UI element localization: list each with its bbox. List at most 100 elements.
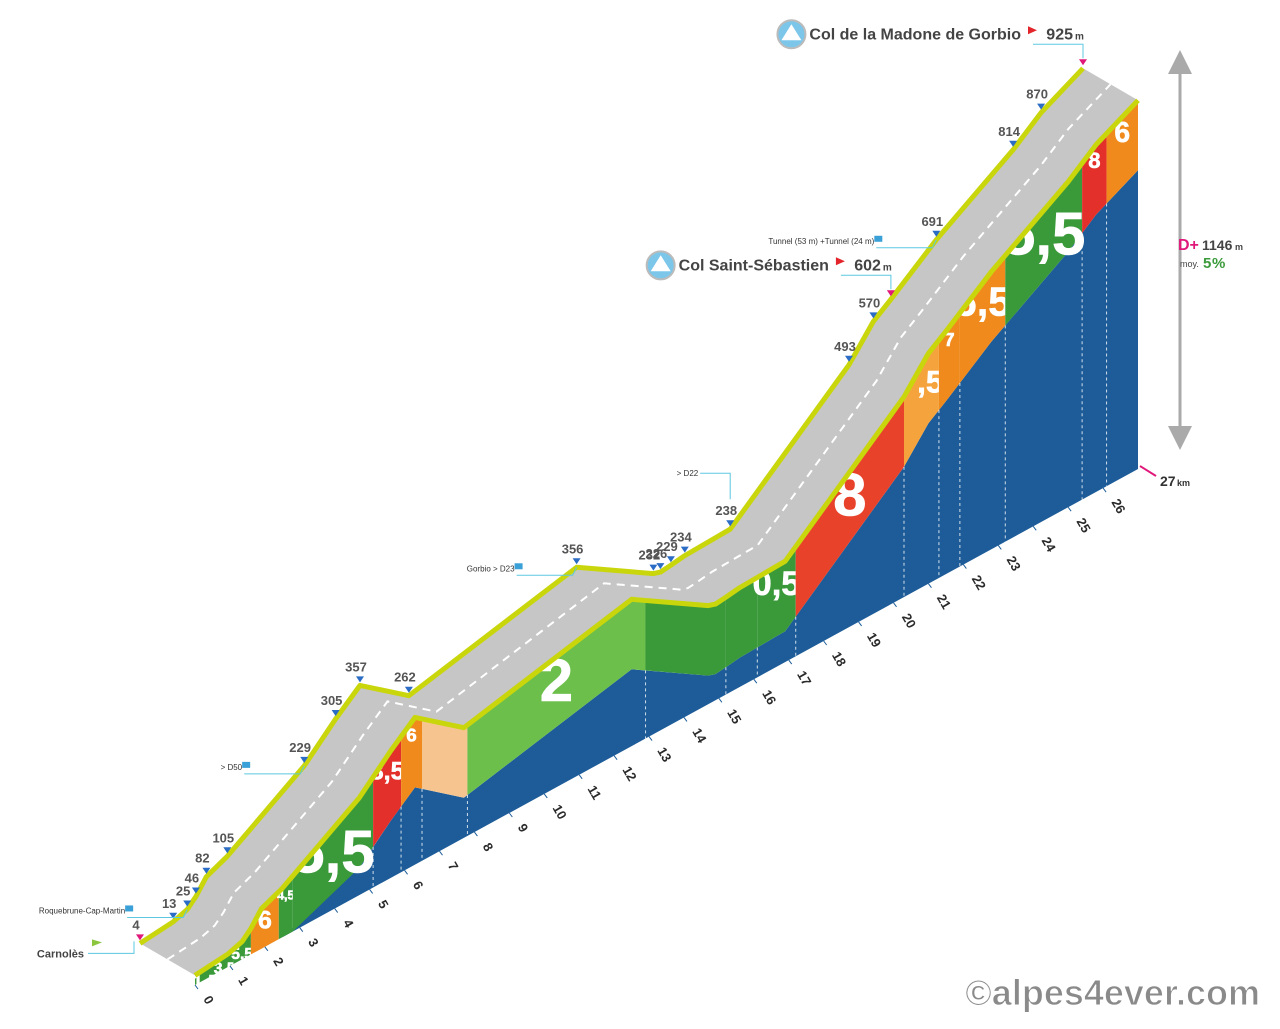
- x-tick-label: 6: [410, 878, 427, 892]
- x-tick-label: 10: [550, 802, 570, 822]
- x-tick: [718, 698, 723, 703]
- x-tick-label: 23: [1004, 553, 1024, 573]
- altitude-label: 356: [562, 541, 584, 556]
- altitude-label: 262: [394, 670, 416, 685]
- x-tick-label: 4: [340, 917, 357, 931]
- point-marker: [886, 290, 895, 297]
- end-unit: km: [1177, 478, 1190, 488]
- note: Roquebrune-Cap-Martin: [39, 906, 125, 915]
- x-tick: [893, 602, 897, 608]
- end-km: 27: [1160, 473, 1176, 489]
- x-tick: [997, 545, 1002, 550]
- summit-flag: [835, 257, 845, 266]
- x-tick: [613, 755, 618, 760]
- point-marker: [300, 756, 309, 763]
- x-tick: [823, 640, 828, 646]
- x-tick: [962, 564, 967, 569]
- x-tick: [404, 870, 408, 875]
- grade-segment: [904, 340, 939, 467]
- credit: ©alpes4ever.com: [965, 972, 1260, 1013]
- summit-altitude: 925: [1046, 26, 1073, 43]
- point-marker: [183, 900, 192, 907]
- gain-unit: m: [1235, 242, 1243, 252]
- x-tick: [508, 812, 513, 818]
- x-tick-label: 8: [480, 840, 497, 854]
- x-tick: [299, 927, 304, 932]
- altitude-label: 305: [321, 693, 343, 708]
- x-tick: [543, 793, 548, 799]
- point-marker: [191, 887, 200, 894]
- grade-label: 3,5: [214, 960, 236, 977]
- start-name: Carnolès: [37, 948, 84, 960]
- note-leader: [516, 567, 578, 576]
- gain-value: 1146: [1202, 237, 1233, 253]
- x-tick: [369, 889, 374, 894]
- grade-label: 5,5: [231, 946, 253, 963]
- altitude-label: 357: [345, 659, 367, 674]
- grade-segment: [292, 777, 374, 932]
- note: Tunnel (53 m) +Tunnel (24 m): [768, 237, 874, 246]
- altitude-label: 226: [646, 546, 668, 561]
- note: > D50: [221, 763, 243, 772]
- grade-segment: [1005, 163, 1083, 326]
- point-marker: [726, 520, 735, 527]
- grade-label: 7: [944, 329, 955, 350]
- note-icon: [242, 761, 251, 768]
- note-leader: [244, 765, 305, 775]
- point-marker: [169, 912, 178, 919]
- summit-icon-peak: [650, 255, 671, 272]
- point-marker: [404, 686, 413, 693]
- point-marker: [356, 676, 364, 683]
- x-tick: [1067, 506, 1072, 512]
- summit-unit: m: [883, 262, 892, 273]
- altitude-label: 25: [176, 883, 190, 898]
- x-tick-label: 5: [375, 897, 392, 911]
- summit-altitude: 602: [854, 257, 881, 274]
- x-tick-label: 20: [899, 611, 919, 631]
- altitude-label: 232: [639, 548, 661, 563]
- x-tick-label: 24: [1039, 534, 1060, 555]
- point-marker: [223, 847, 232, 854]
- note-leader: [876, 239, 937, 249]
- x-tick-label: 16: [759, 687, 779, 707]
- point-marker: [1037, 103, 1046, 110]
- point-marker: [1009, 140, 1018, 147]
- point-marker: [656, 563, 665, 570]
- x-tick-label: 14: [689, 725, 710, 746]
- x-tick-label: 3: [305, 936, 322, 950]
- altitude-label: 570: [859, 295, 881, 310]
- x-tick: [474, 831, 478, 837]
- x-tick: [194, 984, 199, 990]
- grade-segment: [373, 736, 402, 847]
- point-marker: [649, 564, 658, 571]
- x-tick: [928, 583, 932, 588]
- altitude-label: 4: [132, 917, 140, 932]
- x-tick-label: 26: [1108, 496, 1128, 516]
- mean-value: 5: [1203, 255, 1211, 272]
- x-tick: [683, 717, 688, 722]
- gain-label: D+: [1178, 237, 1199, 254]
- grade-segment: [401, 717, 422, 807]
- note-icon: [125, 905, 134, 912]
- road-centerline: [166, 83, 1112, 961]
- point-marker: [136, 934, 144, 941]
- x-tick-label: 9: [515, 821, 532, 835]
- x-tick-label: 0: [200, 993, 217, 1007]
- altitude-label: 105: [212, 830, 234, 845]
- mean-label: moy.: [1180, 259, 1199, 269]
- point-marker: [666, 556, 675, 563]
- summit-name: Col Saint-Sébastien: [679, 257, 829, 274]
- point-marker: [331, 710, 340, 716]
- mean-unit: %: [1212, 255, 1225, 272]
- road-back-edge: [138, 66, 1085, 946]
- start-flag: [92, 939, 102, 947]
- x-tick-label: 7: [445, 859, 462, 873]
- point-marker: [932, 230, 941, 237]
- start-leader: [88, 941, 135, 954]
- x-tick-label: 18: [829, 649, 849, 669]
- grade-segment: [959, 255, 1006, 383]
- x-tick-label: 19: [864, 630, 884, 650]
- x-tick-label: 25: [1074, 515, 1094, 535]
- altitude-label: 238: [715, 503, 737, 518]
- grade-label: 6: [406, 724, 417, 745]
